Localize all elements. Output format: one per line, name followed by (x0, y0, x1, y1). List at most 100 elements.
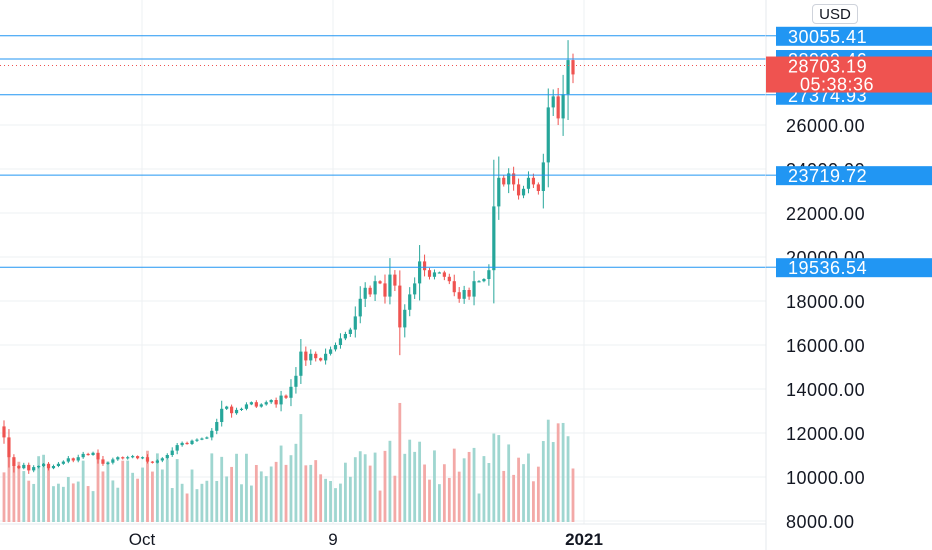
candle-body (403, 309, 407, 328)
last-price-label: 28703.19 (788, 57, 867, 77)
volume-bar (27, 480, 31, 522)
candle-body (244, 404, 249, 409)
y-tick-label: 22000.00 (786, 204, 865, 224)
volume-bar (482, 456, 486, 522)
candle-body (145, 457, 150, 462)
candle-body (111, 459, 115, 463)
candle-body (373, 281, 377, 295)
volume-bar (353, 457, 357, 522)
volume-bar (71, 483, 75, 522)
candle-body (51, 466, 56, 469)
volume-bar (398, 402, 402, 522)
candle-body (319, 358, 323, 361)
volume-bar (418, 441, 422, 522)
volume-bar (86, 486, 90, 522)
candle-body (170, 450, 174, 455)
volume-bar (175, 459, 179, 522)
candle-body (279, 395, 283, 405)
volume-bar (348, 476, 352, 522)
candle-body (462, 290, 466, 299)
candle-body (512, 173, 516, 185)
candle-body (41, 463, 46, 466)
candle-body (393, 274, 397, 286)
candle-body (284, 395, 288, 398)
volume-bar (413, 451, 417, 522)
volume-bar (160, 469, 164, 522)
candle-body (328, 349, 333, 354)
candle-body (205, 437, 209, 439)
candle-body (531, 177, 536, 185)
candle-body (264, 402, 268, 405)
volume-bar (52, 486, 55, 522)
candle-body (165, 455, 169, 459)
volume-bar (12, 457, 16, 522)
volume-bar (457, 471, 461, 522)
y-tick-label: 10000.00 (786, 468, 865, 488)
candle-body (46, 463, 51, 469)
candle-body (477, 281, 481, 283)
candle-body (492, 206, 496, 271)
candle-body (536, 184, 540, 191)
volume-bar (368, 465, 372, 522)
candle-body (556, 96, 560, 119)
volume-bar (472, 447, 476, 522)
volume-bar (477, 493, 481, 522)
volume-bar (215, 480, 219, 522)
volume-bar (517, 457, 520, 522)
candle-body (289, 386, 293, 398)
candle-body (140, 457, 145, 459)
candle-body (96, 452, 100, 460)
candle-body (195, 439, 199, 441)
volume-bar (408, 439, 412, 522)
y-tick-label: 8000.00 (786, 512, 855, 532)
volume-bar (37, 456, 41, 522)
volume-bar (299, 414, 303, 522)
horizontal-levels (0, 35, 766, 268)
volume-bar (131, 472, 135, 522)
volume-bar (121, 460, 125, 522)
candle-body (71, 458, 75, 461)
level-price-box (776, 166, 932, 186)
candle-body (516, 184, 521, 196)
candle-body (467, 290, 471, 297)
candle-body (368, 287, 372, 295)
volume-bar (536, 466, 540, 522)
candle-body (220, 408, 224, 422)
candle-body (427, 270, 432, 277)
volume-bar (378, 490, 382, 522)
volume-bar (126, 460, 130, 522)
candle-body (422, 261, 427, 271)
currency-button[interactable]: USD (812, 4, 858, 24)
x-tick-label: Oct (129, 530, 156, 549)
volume-bar (195, 489, 199, 522)
candle-body (497, 177, 501, 207)
candle-body (472, 281, 476, 297)
volume-bar (522, 464, 525, 522)
volume-bar (467, 451, 471, 522)
candle-body (269, 400, 273, 403)
candle-body (408, 294, 412, 310)
candle-body (432, 272, 437, 277)
candle-body (155, 460, 159, 463)
candle-body (76, 457, 80, 461)
volume-bar (116, 487, 120, 522)
volume-bar (373, 452, 377, 522)
candle-body (239, 408, 244, 410)
candle-body (180, 442, 184, 446)
volume-bar (249, 485, 253, 522)
volume-bar (551, 442, 555, 522)
volume-bar (190, 469, 194, 522)
candle-body (22, 464, 26, 469)
volume-bar (47, 466, 50, 522)
volume-bar (527, 453, 530, 522)
volume-bar (556, 423, 560, 522)
candle-body (254, 402, 258, 407)
candle-body (160, 458, 164, 461)
volume-bar (294, 443, 298, 522)
volume-bar (91, 491, 95, 522)
volume-bar (487, 463, 491, 522)
volume-bar (2, 472, 6, 522)
volume-bar (423, 464, 426, 522)
candle-body (343, 334, 347, 339)
